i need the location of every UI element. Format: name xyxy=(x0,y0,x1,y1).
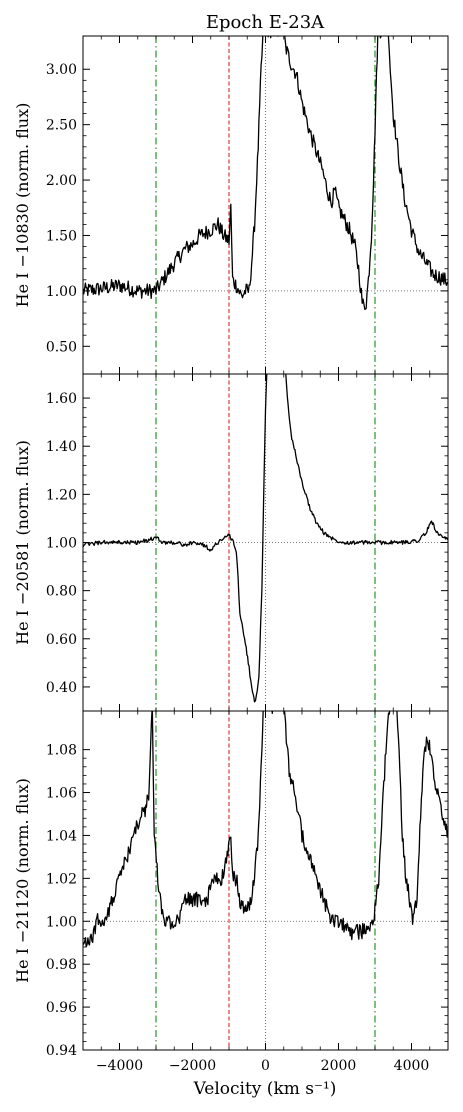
x-tick-label: 2000 xyxy=(321,1058,357,1074)
x-tick-label: −4000 xyxy=(96,1058,143,1074)
y-tick-label: 1.50 xyxy=(46,228,77,244)
x-tick-label: −2000 xyxy=(169,1058,216,1074)
y-tick-label: 1.60 xyxy=(46,391,77,407)
y-tick-label: 1.20 xyxy=(46,487,77,503)
y-tick-label: 0.60 xyxy=(46,632,77,648)
y-axis-label: He I −21120 (norm. flux) xyxy=(13,778,32,983)
y-tick-label: 2.50 xyxy=(46,118,77,134)
panels: 0.50 1.00 1.50 2.00 2.50 3.00 He I −10830 (nor… xyxy=(13,35,449,1074)
y-tick-label: 1.04 xyxy=(46,828,77,844)
y-tick-label: 1.02 xyxy=(46,871,77,887)
y-axis-label: He I −10830 (norm. flux) xyxy=(13,103,32,308)
chart-panel-3: 0.94 0.96 0.98 1.00 1.02 1.04 1.06 1.08 −4000 −20… xyxy=(13,710,449,1074)
y-tick-label: 0.96 xyxy=(46,1000,77,1016)
y-tick-label: 0.40 xyxy=(46,680,77,696)
y-tick-label: 0.80 xyxy=(46,584,77,600)
chart-title: Epoch E-23A xyxy=(206,12,325,33)
y-tick-label: 1.08 xyxy=(46,743,77,759)
y-tick-label: 0.94 xyxy=(46,1043,77,1059)
y-tick-label: 1.00 xyxy=(46,914,77,930)
spectrum-line xyxy=(83,711,448,948)
y-tick-label: 1.06 xyxy=(46,786,77,802)
chart-panel-1: 0.50 1.00 1.50 2.00 2.50 3.00 He I −10830 (nor… xyxy=(13,35,449,375)
y-axis-label: He I −20581 (norm. flux) xyxy=(13,440,32,645)
y-tick-label: 1.40 xyxy=(46,439,77,455)
y-tick-label: 0.98 xyxy=(46,957,77,973)
y-tick-label: 0.50 xyxy=(46,339,77,355)
x-tick-label: 0 xyxy=(261,1058,270,1074)
chart-panel-2: 0.40 0.60 0.80 1.00 1.20 1.40 1.60 He I −20581 … xyxy=(13,373,449,712)
x-tick-label: 4000 xyxy=(394,1058,430,1074)
spectrum-line xyxy=(83,374,448,703)
y-tick-label: 2.00 xyxy=(46,173,77,189)
x-axis-label: Velocity (km s⁻¹) xyxy=(193,1079,337,1099)
y-tick-label: 1.00 xyxy=(46,284,77,300)
y-tick-label: 3.00 xyxy=(46,62,77,78)
spectrum-line xyxy=(83,36,448,310)
y-tick-label: 1.00 xyxy=(46,536,77,552)
